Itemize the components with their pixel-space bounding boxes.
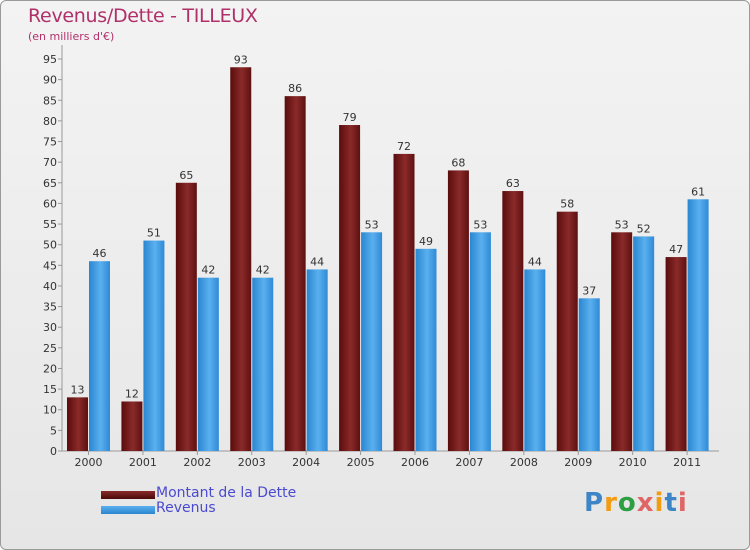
data-label-dette-2004: 86 xyxy=(288,82,302,95)
bar-revenus-2006 xyxy=(415,248,437,451)
bar-revenus-2005 xyxy=(361,232,383,451)
data-label-revenus-2000: 46 xyxy=(93,247,107,260)
bar-revenus-2007 xyxy=(469,232,491,451)
bar-revenus-2009 xyxy=(578,298,600,451)
bar-dette-2000 xyxy=(67,397,88,451)
chart-subtitle: (en milliers d'€) xyxy=(28,30,115,43)
data-label-revenus-2009: 37 xyxy=(582,284,596,297)
data-label-dette-2003: 93 xyxy=(234,53,248,66)
y-tick-label: 40 xyxy=(43,280,57,293)
y-tick-label: 55 xyxy=(43,218,57,231)
data-label-revenus-2010: 52 xyxy=(637,222,651,235)
y-tick-label: 15 xyxy=(43,383,57,396)
y-tick-label: 95 xyxy=(43,53,57,66)
data-label-dette-2009: 58 xyxy=(560,198,574,211)
data-label-revenus-2003: 42 xyxy=(256,264,270,277)
data-label-dette-2010: 53 xyxy=(615,218,629,231)
data-label-revenus-2008: 44 xyxy=(528,255,542,268)
data-label-revenus-2005: 53 xyxy=(365,218,379,231)
bar-dette-2003 xyxy=(230,67,252,452)
data-label-dette-2008: 63 xyxy=(506,177,520,190)
y-tick-label: 0 xyxy=(50,445,57,458)
proxiti-logo: Proxiti xyxy=(584,488,688,518)
legend-label-debt: Montant de la Dette xyxy=(156,485,297,501)
x-tick-label-2011: 2011 xyxy=(673,456,701,469)
data-label-dette-2007: 68 xyxy=(451,156,465,169)
x-tick-label-2009: 2009 xyxy=(564,456,592,469)
y-tick-label: 85 xyxy=(43,94,57,107)
data-label-revenus-2007: 53 xyxy=(473,218,487,231)
x-tick-label-2003: 2003 xyxy=(238,456,266,469)
data-label-revenus-2004: 44 xyxy=(310,255,324,268)
y-tick-label: 20 xyxy=(43,362,57,375)
bar-revenus-2001 xyxy=(143,240,165,451)
data-label-revenus-2006: 49 xyxy=(419,235,433,248)
y-tick-label: 80 xyxy=(43,115,57,128)
legend-swatch-revenus xyxy=(101,506,155,514)
bar-dette-2011 xyxy=(665,257,687,451)
bar-revenus-2002 xyxy=(197,277,219,451)
legend-swatch-debt xyxy=(101,491,155,499)
data-label-dette-2006: 72 xyxy=(397,140,411,153)
y-tick-label: 50 xyxy=(43,239,57,252)
data-label-dette-2000: 13 xyxy=(71,383,85,396)
y-tick-label: 45 xyxy=(43,259,57,272)
y-tick-label: 25 xyxy=(43,342,57,355)
data-label-revenus-2001: 51 xyxy=(147,227,161,240)
bar-revenus-2010 xyxy=(633,236,655,451)
data-label-dette-2011: 47 xyxy=(669,243,683,256)
data-label-revenus-2011: 61 xyxy=(691,185,705,198)
bar-dette-2005 xyxy=(339,125,361,451)
bar-dette-2007 xyxy=(447,170,469,451)
data-label-dette-2005: 79 xyxy=(343,111,357,124)
bar-revenus-2003 xyxy=(252,277,274,451)
bar-dette-2004 xyxy=(284,96,306,451)
y-tick-label: 75 xyxy=(43,136,57,149)
y-tick-label: 90 xyxy=(43,74,57,87)
y-tick-label: 35 xyxy=(43,301,57,314)
bar-revenus-2000 xyxy=(89,261,110,451)
x-tick-label-2008: 2008 xyxy=(510,456,538,469)
data-label-dette-2002: 65 xyxy=(179,169,193,182)
x-tick-label-2007: 2007 xyxy=(455,456,483,469)
x-tick-label-2002: 2002 xyxy=(183,456,211,469)
bar-dette-2001 xyxy=(121,401,143,451)
x-tick-label-2010: 2010 xyxy=(619,456,647,469)
y-tick-label: 5 xyxy=(50,424,57,437)
bar-dette-2009 xyxy=(556,211,578,451)
x-tick-label-2001: 2001 xyxy=(129,456,157,469)
bar-revenus-2004 xyxy=(306,269,328,451)
y-tick-label: 70 xyxy=(43,156,57,169)
y-tick-label: 60 xyxy=(43,197,57,210)
x-tick-label-2000: 2000 xyxy=(75,456,103,469)
x-tick-label-2004: 2004 xyxy=(292,456,320,469)
y-tick-label: 65 xyxy=(43,177,57,190)
x-tick-label-2005: 2005 xyxy=(347,456,375,469)
x-tick-label-2006: 2006 xyxy=(401,456,429,469)
chart-title: Revenus/Dette - TILLEUX xyxy=(28,5,258,27)
bar-dette-2006 xyxy=(393,153,415,451)
bar-revenus-2011 xyxy=(687,199,709,451)
data-label-revenus-2002: 42 xyxy=(201,264,215,277)
bar-dette-2002 xyxy=(175,182,197,451)
bar-revenus-2008 xyxy=(524,269,546,451)
bar-dette-2008 xyxy=(502,191,524,451)
legend-label-revenus: Revenus xyxy=(156,500,216,516)
y-tick-label: 10 xyxy=(43,404,57,417)
bar-dette-2010 xyxy=(611,232,633,451)
y-tick-label: 30 xyxy=(43,321,57,334)
data-label-dette-2001: 12 xyxy=(125,387,139,400)
